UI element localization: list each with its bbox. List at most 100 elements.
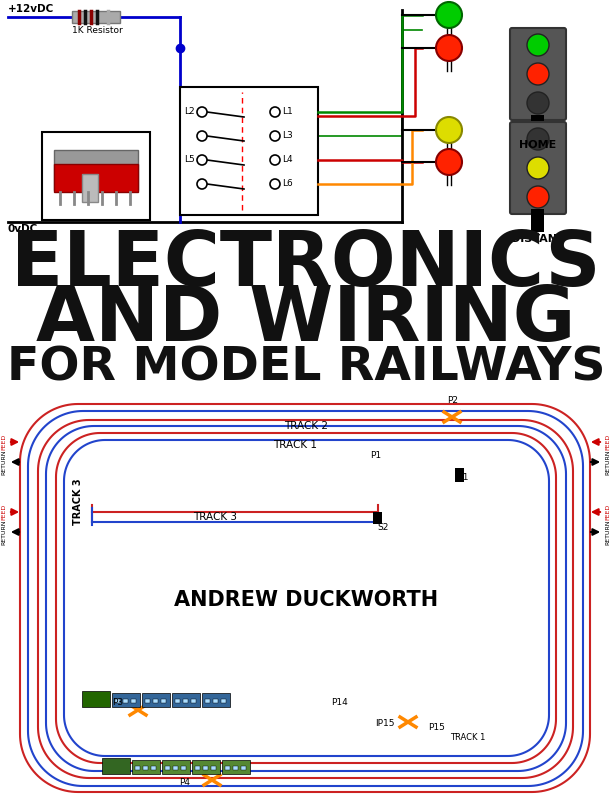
Bar [203,766,208,770]
Text: RETURN: RETURN [1,519,7,545]
Bar [173,766,178,770]
Bar [54,164,138,192]
Bar [142,693,170,707]
Bar [72,11,120,23]
Text: TRACK 3: TRACK 3 [73,478,83,526]
Circle shape [270,155,280,165]
Text: ANDREW DUCKWORTH: ANDREW DUCKWORTH [174,590,438,610]
Bar [135,766,140,770]
Circle shape [527,63,549,85]
Circle shape [527,92,549,114]
Bar [143,766,148,770]
Bar [42,132,150,220]
Bar [162,760,190,774]
Bar [115,699,120,703]
Text: AND WIRING: AND WIRING [36,283,576,357]
Circle shape [436,2,462,28]
Bar [191,699,196,703]
FancyBboxPatch shape [510,122,566,214]
Circle shape [197,179,207,189]
Text: FEED: FEED [1,504,7,520]
Bar [241,766,246,770]
Bar [172,693,200,707]
Bar [153,699,158,703]
Bar [112,693,140,707]
Text: P3: P3 [112,698,123,707]
Bar [82,174,98,202]
Bar [145,699,150,703]
Text: S1: S1 [457,474,468,482]
Text: S2: S2 [377,523,389,533]
Bar [165,766,170,770]
FancyBboxPatch shape [510,28,566,120]
Bar [195,766,200,770]
Text: DISTANT: DISTANT [511,234,565,244]
Bar [531,209,544,232]
Bar [373,512,382,524]
Text: +12vDC: +12vDC [8,4,54,14]
Text: TRACK 1: TRACK 1 [450,734,485,742]
Text: RETURN: RETURN [606,519,611,545]
Text: TRACK 3: TRACK 3 [193,512,237,522]
Text: L6: L6 [282,178,293,187]
Circle shape [270,107,280,117]
Circle shape [197,155,207,165]
Text: L4: L4 [282,154,292,163]
Bar [131,699,136,703]
Bar [161,699,166,703]
Circle shape [197,107,207,117]
Bar [213,699,218,703]
Bar [132,760,160,774]
Circle shape [527,186,549,208]
Text: FEED: FEED [606,434,611,450]
Text: P2: P2 [447,396,458,405]
Bar [54,150,138,190]
Bar [151,766,156,770]
Circle shape [436,117,462,143]
Text: TRACK 2: TRACK 2 [284,421,328,431]
Text: IP15: IP15 [375,719,395,728]
Text: P4: P4 [180,778,191,787]
Bar [183,699,188,703]
Text: ELECTRONICS: ELECTRONICS [11,228,601,302]
Text: RETURN: RETURN [1,450,7,474]
Bar [233,766,238,770]
Circle shape [527,34,549,56]
Bar [175,699,180,703]
Circle shape [527,157,549,179]
Text: 0vDC: 0vDC [8,224,38,234]
Circle shape [270,179,280,189]
Bar [205,699,210,703]
Circle shape [436,35,462,61]
Bar [181,766,186,770]
Text: FOR MODEL RAILWAYS: FOR MODEL RAILWAYS [7,346,605,390]
Text: P14: P14 [332,698,348,707]
Bar [202,693,230,707]
Circle shape [270,131,280,141]
Bar [225,766,230,770]
Bar [455,468,464,482]
Bar [123,699,128,703]
Circle shape [527,128,549,150]
Text: 1K Resistor: 1K Resistor [72,26,123,35]
Bar [221,699,226,703]
Text: FEED: FEED [1,434,7,450]
Bar [531,115,544,138]
Text: L1: L1 [282,106,293,115]
Text: P1: P1 [370,450,381,459]
Bar [180,87,318,215]
Bar [102,758,130,774]
Text: TRACK 1: TRACK 1 [273,440,317,450]
Bar [82,691,110,707]
Circle shape [197,131,207,141]
Text: RETURN: RETURN [606,450,611,474]
Text: HOME: HOME [519,140,557,150]
Circle shape [436,149,462,175]
Bar [211,766,216,770]
Bar [222,760,250,774]
Text: FEED: FEED [606,504,611,520]
Text: L3: L3 [282,130,293,139]
Text: P15: P15 [428,723,445,733]
Text: L5: L5 [185,154,195,163]
Text: L2: L2 [185,106,195,115]
